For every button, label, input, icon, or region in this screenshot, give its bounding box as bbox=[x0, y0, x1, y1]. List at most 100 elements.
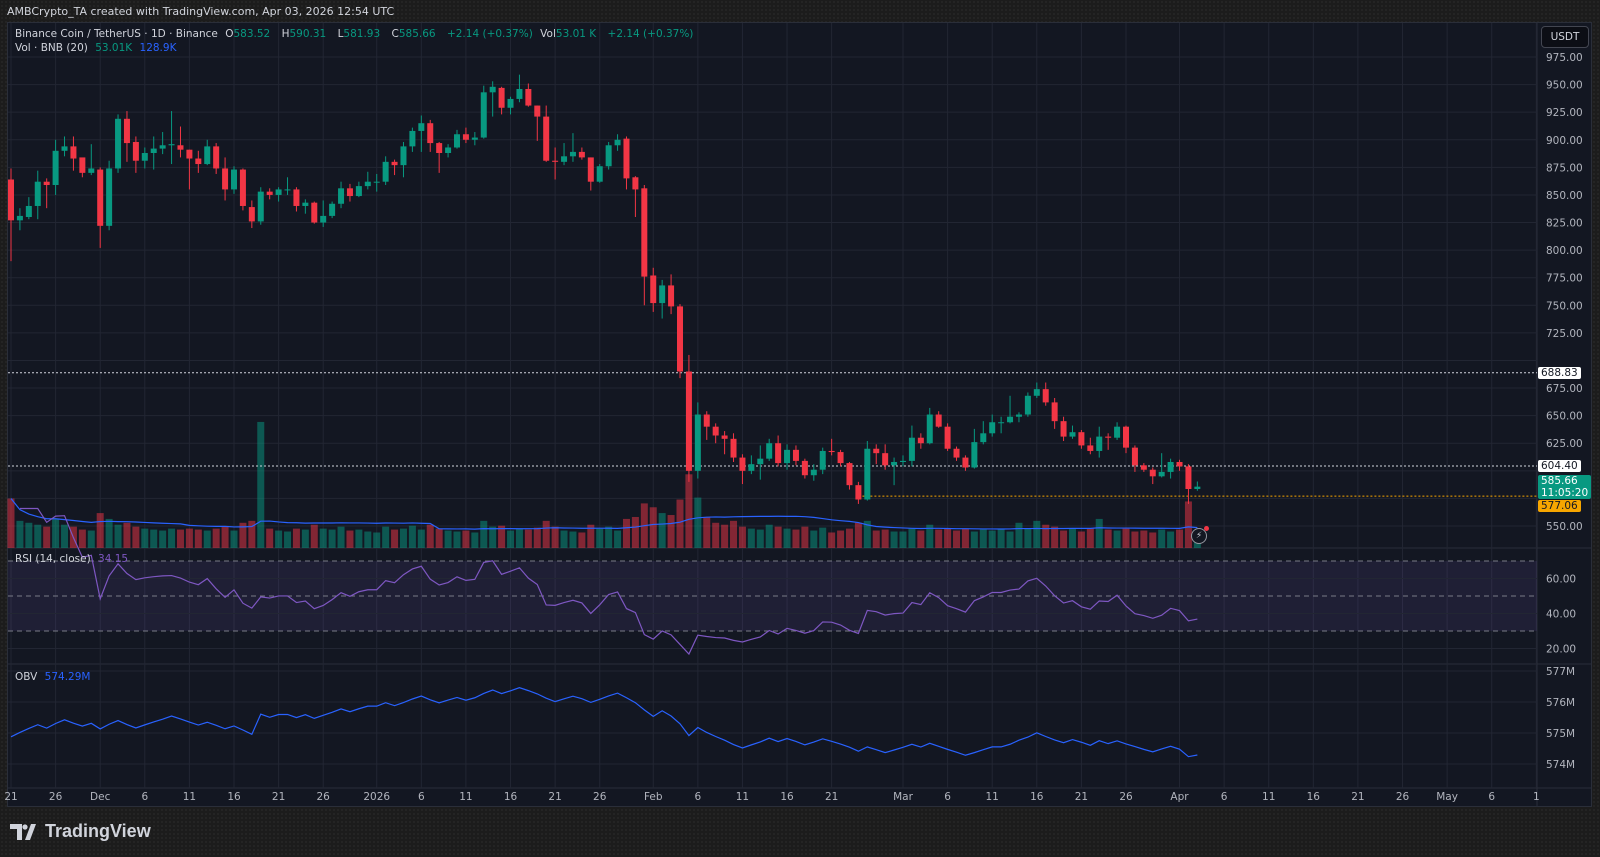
volume-bar bbox=[212, 528, 220, 548]
candle-body bbox=[552, 160, 559, 162]
volume-bar bbox=[34, 524, 42, 548]
candle bbox=[132, 136, 139, 173]
volume-bar bbox=[542, 520, 550, 548]
candle bbox=[739, 454, 746, 485]
candle bbox=[855, 481, 862, 504]
volume-bar bbox=[426, 524, 434, 548]
candle bbox=[1033, 382, 1040, 398]
price-axis-tick-label: 825.00 bbox=[1546, 218, 1583, 230]
x-axis-tick-label: 26 bbox=[49, 791, 63, 803]
vol-change-value: +2.14 (+0.37%) bbox=[607, 28, 694, 40]
candle-body bbox=[1158, 471, 1165, 477]
candle-body bbox=[1123, 426, 1129, 448]
candle-body bbox=[917, 437, 924, 444]
volume-bar bbox=[1015, 522, 1023, 548]
volume-bar bbox=[1184, 501, 1192, 548]
candle-body bbox=[79, 157, 86, 173]
volume-bar bbox=[364, 531, 372, 548]
volume-bar bbox=[1095, 518, 1103, 548]
lightning-icon[interactable]: ⚡ bbox=[1191, 526, 1209, 544]
x-axis-tick-label: 11 bbox=[459, 791, 472, 803]
x-axis-tick-label: 2026 bbox=[363, 791, 390, 803]
candle-body bbox=[739, 457, 746, 471]
candle-body bbox=[721, 435, 728, 439]
candle-body bbox=[489, 86, 496, 93]
candle bbox=[1060, 416, 1067, 442]
candle-body bbox=[409, 130, 416, 147]
candle-body bbox=[1167, 461, 1174, 472]
candle-body bbox=[462, 134, 469, 140]
candle bbox=[61, 136, 68, 157]
x-axis-tick-label: 6 bbox=[418, 791, 425, 803]
candle-body bbox=[534, 105, 541, 117]
obv-value: 574.29M bbox=[44, 671, 91, 683]
candle-body bbox=[43, 181, 50, 186]
candle bbox=[569, 133, 576, 162]
candle bbox=[329, 201, 336, 219]
rsi-name[interactable]: RSI (14, close) bbox=[15, 553, 91, 565]
candle-body bbox=[97, 169, 104, 226]
candle-body bbox=[819, 450, 826, 470]
price-axis-tick-label: 850.00 bbox=[1546, 190, 1583, 202]
x-axis-tick-label: 21 bbox=[825, 791, 838, 803]
x-axis-tick-label: 16 bbox=[1307, 791, 1321, 803]
volume-bar bbox=[979, 529, 987, 548]
x-axis-tick-label: 11 bbox=[986, 791, 999, 803]
volume-bar bbox=[435, 528, 443, 548]
chart-frame[interactable] bbox=[7, 22, 1592, 807]
x-axis-tick-label: 21 bbox=[4, 791, 17, 803]
volume-bar bbox=[498, 525, 506, 548]
price-axis-tick-label: 975.00 bbox=[1546, 52, 1583, 64]
volume-bar bbox=[1149, 532, 1157, 548]
candle-body bbox=[1185, 466, 1192, 489]
vol-label: Vol bbox=[540, 28, 556, 40]
candle-body bbox=[1042, 389, 1049, 403]
symbol-name[interactable]: Binance Coin / TetherUS · 1D · Binance bbox=[15, 28, 218, 40]
volume-bar bbox=[792, 529, 800, 548]
change-value: +2.14 (+0.37%) bbox=[446, 28, 533, 40]
candle bbox=[222, 157, 229, 201]
candle bbox=[578, 147, 585, 160]
candle-body bbox=[52, 150, 59, 186]
open-label: O bbox=[225, 28, 234, 40]
candle-body bbox=[1007, 416, 1014, 423]
volume-bar bbox=[337, 526, 345, 548]
volume-bar bbox=[1131, 531, 1139, 548]
candle-body bbox=[222, 168, 229, 190]
candle bbox=[70, 136, 77, 171]
candle bbox=[1149, 467, 1156, 485]
candle bbox=[1114, 422, 1121, 440]
currency-button[interactable]: USDT bbox=[1541, 26, 1589, 48]
price-axis-tick-label: 625.00 bbox=[1546, 438, 1583, 450]
candle-body bbox=[1140, 465, 1147, 470]
last-price-label: 585.66 11:05:20 bbox=[1538, 474, 1592, 499]
candle-body bbox=[650, 275, 657, 304]
candle-body bbox=[1114, 426, 1121, 438]
volume-indicator-name[interactable]: Vol · BNB (20) bbox=[15, 42, 88, 54]
candle bbox=[275, 187, 282, 202]
x-axis-tick-label: 11 bbox=[736, 791, 749, 803]
volume-bar bbox=[837, 530, 845, 548]
candle-body bbox=[293, 189, 300, 206]
candle bbox=[427, 119, 434, 152]
volume-bar bbox=[774, 526, 782, 548]
candle-body bbox=[177, 145, 184, 150]
candle bbox=[8, 168, 14, 262]
candle-body bbox=[605, 145, 612, 167]
volume-bar bbox=[845, 528, 853, 548]
volume-bar bbox=[1033, 520, 1041, 548]
candle-body bbox=[864, 448, 871, 500]
candle bbox=[204, 139, 211, 166]
candle-body bbox=[231, 169, 237, 190]
x-axis-tick-label: 26 bbox=[593, 791, 607, 803]
volume-bar bbox=[1122, 528, 1130, 548]
candle bbox=[641, 185, 648, 306]
candle bbox=[346, 183, 353, 202]
candle-body bbox=[837, 452, 844, 464]
obv-name[interactable]: OBV bbox=[15, 671, 38, 683]
candle bbox=[837, 449, 844, 467]
x-axis-tick-label: 16 bbox=[504, 791, 518, 803]
candle-body bbox=[284, 189, 291, 191]
candle-body bbox=[248, 207, 255, 222]
